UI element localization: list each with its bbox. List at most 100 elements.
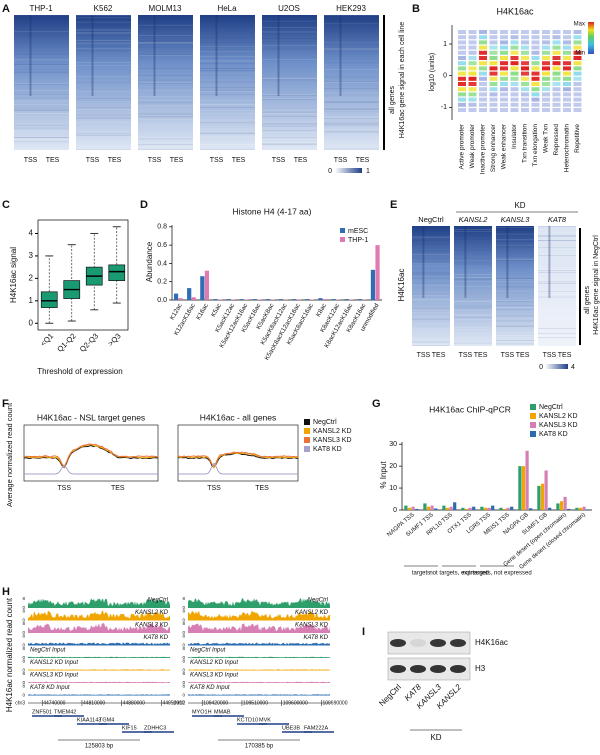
legend-label: NegCtrl	[539, 404, 563, 411]
bar	[537, 486, 540, 510]
density-cell	[532, 56, 540, 60]
density-cell	[469, 92, 477, 96]
density-cell	[490, 92, 498, 96]
bar	[586, 509, 589, 510]
heatmap	[138, 15, 193, 150]
x-tick-label: TSS	[210, 157, 224, 164]
density-cell	[490, 30, 498, 34]
x-tick-label: Active promoter	[459, 123, 466, 169]
density-cell	[479, 108, 487, 112]
density-cell	[521, 51, 529, 55]
density-cell	[553, 92, 561, 96]
x-tick-label: TES	[46, 157, 60, 164]
scale-label: 4	[571, 364, 575, 371]
density-cell	[521, 92, 529, 96]
density-cell	[511, 56, 519, 60]
density-cell	[553, 46, 561, 50]
density-cell	[574, 72, 582, 76]
density-cell	[500, 87, 508, 91]
x-tick-label: TES	[558, 352, 572, 359]
legend-label: KANSL2 KD	[539, 413, 578, 420]
density-cell	[511, 92, 519, 96]
density-cell	[479, 66, 487, 70]
legend-swatch	[530, 404, 536, 410]
density-cell	[469, 30, 477, 34]
density-cell	[521, 82, 529, 86]
bar	[266, 299, 270, 300]
density-cell	[490, 108, 498, 112]
x-tick-label: TES	[111, 485, 125, 492]
track-scale: 8	[182, 596, 185, 601]
density-cell	[511, 82, 519, 86]
track-scale: 8	[22, 634, 25, 639]
column-title: K562	[94, 4, 113, 13]
y-tick-label: 0.4	[157, 260, 167, 267]
density-cell	[521, 56, 529, 60]
y-tick-label: 0.0	[157, 297, 167, 304]
legend-swatch	[530, 431, 536, 437]
density-cell	[553, 35, 561, 39]
density-cell	[532, 35, 540, 39]
density-cell	[469, 61, 477, 65]
track-scale: 0	[22, 693, 25, 698]
gene-label: TMEM42	[54, 709, 76, 715]
bar	[423, 503, 426, 510]
lane-label: NegCtrl	[377, 682, 403, 708]
track-scale: 8	[22, 646, 25, 651]
density-cell	[542, 51, 550, 55]
density-cell	[521, 30, 529, 34]
bar	[488, 508, 491, 510]
density-cell	[458, 35, 466, 39]
track-signal	[28, 669, 170, 670]
density-cell	[490, 66, 498, 70]
track-label: KANSL3 KD Input	[190, 673, 238, 679]
density-cell	[458, 30, 466, 34]
bar	[331, 299, 335, 300]
bar	[461, 508, 464, 510]
density-cell	[532, 108, 540, 112]
track-scale: 8	[22, 609, 25, 614]
density-cell	[553, 77, 561, 81]
density-cell	[532, 40, 540, 44]
blot-band	[410, 639, 426, 647]
bar	[484, 508, 487, 510]
blot-band	[390, 665, 406, 673]
track-label: NegCtrl	[308, 598, 329, 604]
column-title: MOLM13	[149, 4, 182, 13]
plot-title: H4K16ac - NSL target genes	[37, 412, 145, 422]
density-cell	[490, 61, 498, 65]
coord-label: 109420000	[203, 700, 228, 706]
bar	[371, 270, 375, 300]
panel-letter: A	[2, 3, 10, 15]
density-cell	[574, 98, 582, 102]
density-cell	[479, 82, 487, 86]
column-title: HeLa	[217, 4, 237, 13]
density-cell	[553, 87, 561, 91]
bar	[526, 451, 529, 510]
panel-letter: D	[140, 199, 148, 211]
bar	[472, 507, 475, 510]
density-cell	[511, 61, 519, 65]
legend-label: KAT8 KD	[539, 431, 568, 438]
legend-label: KAT8 KD	[313, 446, 342, 453]
legend-swatch	[304, 437, 310, 443]
density-cell	[511, 103, 519, 107]
density-cell	[532, 103, 540, 107]
density-cell	[479, 77, 487, 81]
bar	[575, 508, 578, 510]
density-cell	[521, 108, 529, 112]
kd-label: KD	[430, 733, 441, 742]
density-cell	[479, 61, 487, 65]
track-label: KANSL3 KD Input	[30, 673, 78, 679]
track-scale: 8	[182, 659, 185, 664]
density-cell	[500, 108, 508, 112]
heatmap	[496, 226, 534, 346]
density-cell	[469, 40, 477, 44]
y-tick-label: 4	[29, 229, 34, 238]
bar	[541, 484, 544, 510]
y-tick-label: -1	[441, 104, 447, 111]
bar	[469, 508, 472, 510]
bar	[545, 471, 548, 510]
track-label: KANSL3 KD	[295, 623, 329, 629]
heatmap	[454, 226, 492, 346]
